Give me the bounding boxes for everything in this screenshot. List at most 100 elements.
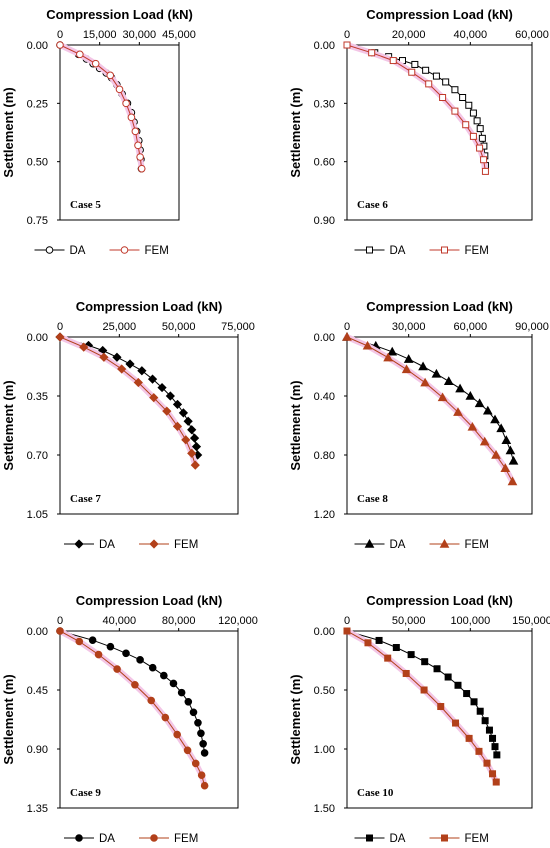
data-point-fem (420, 686, 428, 694)
legend-label: FEM (145, 245, 169, 257)
x-tick-label: 25,000 (103, 321, 137, 333)
x-tick-label: 80,000 (162, 615, 196, 627)
x-tick-label: 50,000 (392, 615, 426, 627)
x-tick-label: 45,000 (162, 29, 196, 41)
legend-label: FEM (174, 539, 198, 551)
y-tick-label: 0.35 (27, 391, 48, 403)
chart-panel-1: Compression Load (kN) 0 15,000 30,000 45,000… (1, 7, 196, 257)
plot-frame (59, 336, 239, 515)
legend: DA FEM (34, 245, 169, 257)
y-axis-title: Settlement (m) (288, 380, 303, 470)
case-annotation: Case 10 (357, 787, 394, 799)
data-point-fem (56, 41, 64, 49)
data-point-fem (489, 770, 497, 778)
legend-entry-fem: FEM (139, 539, 198, 551)
legend-marker (364, 538, 375, 548)
data-point-da (508, 455, 519, 465)
series-fem (56, 627, 209, 790)
series-line-da (346, 336, 514, 462)
x-tick-label: 60,000 (454, 321, 488, 333)
data-point-fem (368, 49, 376, 57)
data-point-da (197, 729, 205, 738)
data-point-da (177, 688, 186, 697)
legend-label: FEM (465, 245, 489, 257)
data-point-fem (79, 342, 89, 352)
data-point-fem (362, 340, 373, 350)
data-point-da (407, 651, 415, 659)
data-point-da (88, 636, 97, 644)
data-point-fem (402, 669, 410, 677)
y-tick-label: 0.00 (314, 40, 335, 52)
data-point-fem (425, 80, 433, 88)
legend-marker (149, 539, 159, 549)
data-point-fem (172, 421, 183, 431)
series-fem (56, 41, 146, 173)
x-tick-label: 40,000 (103, 615, 137, 627)
data-point-da (489, 734, 497, 742)
legend-entry-fem: FEM (429, 245, 489, 257)
data-point-da (199, 739, 207, 748)
x-axis-title: Compression Load (kN) (76, 299, 223, 314)
data-point-da (411, 60, 419, 68)
data-point-fem (453, 407, 463, 416)
x-tick-label: 0 (57, 321, 63, 333)
data-point-fem (342, 331, 352, 341)
y-axis-title: Settlement (m) (1, 380, 16, 470)
data-point-fem (475, 747, 483, 755)
data-point-da (474, 398, 485, 408)
data-point-da (433, 665, 441, 673)
data-point-fem (131, 127, 140, 136)
x-tick-label: 30,000 (123, 29, 157, 41)
data-point-da (184, 698, 193, 706)
data-point-fem (99, 352, 109, 362)
series-line-fem (59, 630, 206, 786)
x-tick-label: 90,000 (515, 321, 549, 333)
legend-label: FEM (465, 833, 489, 843)
data-point-fem (467, 421, 478, 431)
y-tick-label: 0.45 (27, 685, 48, 697)
x-tick-label: 40,000 (454, 29, 488, 41)
y-tick-label: 0.75 (27, 215, 48, 227)
data-point-da (147, 374, 158, 384)
x-tick-label: 50,000 (162, 321, 196, 333)
y-axis-title: Settlement (m) (1, 87, 16, 177)
data-point-fem (55, 332, 65, 342)
data-point-fem (507, 476, 518, 486)
plot-frame (346, 44, 533, 221)
legend-entry-da: DA (354, 833, 406, 845)
legend-entry-fem: FEM (429, 833, 489, 845)
y-tick-label: 0.80 (314, 450, 335, 462)
x-tick-label: 0 (57, 29, 63, 41)
data-point-da (476, 125, 484, 133)
y-tick-label: 0.00 (314, 626, 335, 638)
chart-panel-6: Compression Load (kN) 0 50,000 100,000 150,0… (288, 593, 550, 845)
plot-frame (59, 44, 180, 221)
data-point-fem (131, 680, 139, 689)
data-point-fem (408, 68, 416, 76)
data-point-fem (389, 57, 397, 65)
x-tick-label: 20,000 (392, 29, 426, 41)
data-point-fem (384, 654, 392, 662)
data-point-da (403, 354, 414, 363)
data-point-fem (462, 121, 470, 129)
x-tick-label: 100,000 (450, 615, 490, 627)
case-annotation: Case 8 (357, 493, 388, 505)
legend-label: DA (390, 245, 406, 257)
data-point-da (137, 366, 147, 376)
data-point-fem (75, 637, 84, 646)
series-line-da (346, 630, 498, 756)
legend-marker (74, 539, 84, 549)
data-point-da (106, 642, 115, 651)
data-point-da (136, 656, 144, 664)
data-point-fem (161, 713, 170, 722)
data-point-da (442, 78, 450, 86)
y-tick-label: 0.00 (27, 626, 48, 638)
chart-panel-5: Compression Load (kN) 0 40,000 80,000 120,00… (1, 593, 258, 845)
series-fem (342, 331, 518, 486)
data-point-fem (91, 59, 100, 68)
legend: DA FEM (64, 539, 198, 551)
data-point-fem (420, 377, 430, 387)
data-point-da (496, 423, 507, 433)
data-point-fem (183, 746, 192, 755)
